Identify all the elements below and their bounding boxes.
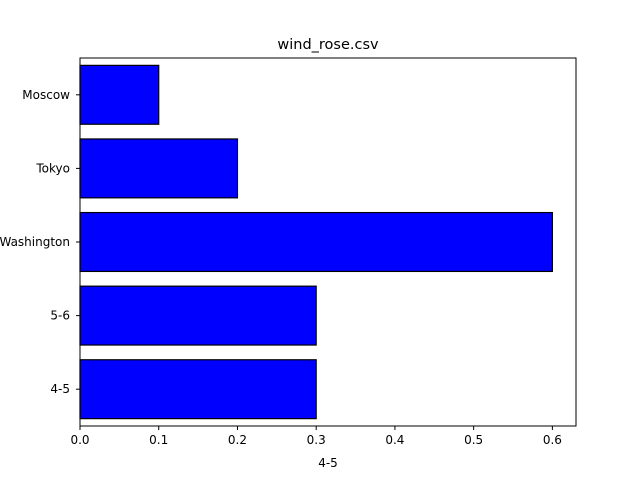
bar-washington — [79, 211, 553, 273]
x-tick-label: 0.6 — [543, 433, 562, 447]
bars-group — [79, 64, 553, 420]
chart-title: wind_rose.csv — [277, 37, 379, 53]
y-tick-label-moscow: Moscow — [22, 88, 70, 102]
x-tick-label: 0.3 — [307, 433, 326, 447]
x-tick-label: 0.2 — [228, 433, 247, 447]
y-axis-ticks: 4-5 5-6 Washington Tokyo Moscow — [0, 88, 80, 396]
x-axis-ticks: 0.0 0.1 0.2 0.3 0.4 0.5 0.6 — [70, 426, 562, 447]
y-tick-label-5-6: 5-6 — [50, 309, 70, 323]
x-tick-label: 0.1 — [149, 433, 168, 447]
bar-tokyo — [79, 138, 239, 199]
y-tick-label-washington: Washington — [0, 235, 70, 249]
bar-4-5 — [79, 359, 317, 420]
x-tick-label: 0.0 — [70, 433, 89, 447]
x-axis-label: 4-5 — [318, 456, 338, 470]
x-tick-label: 0.4 — [385, 433, 404, 447]
y-tick-label-tokyo: Tokyo — [35, 161, 70, 175]
x-tick-label: 0.5 — [464, 433, 483, 447]
bar-moscow — [79, 64, 160, 125]
y-tick-label-4-5: 4-5 — [50, 382, 70, 396]
bar-5-6 — [79, 285, 317, 346]
